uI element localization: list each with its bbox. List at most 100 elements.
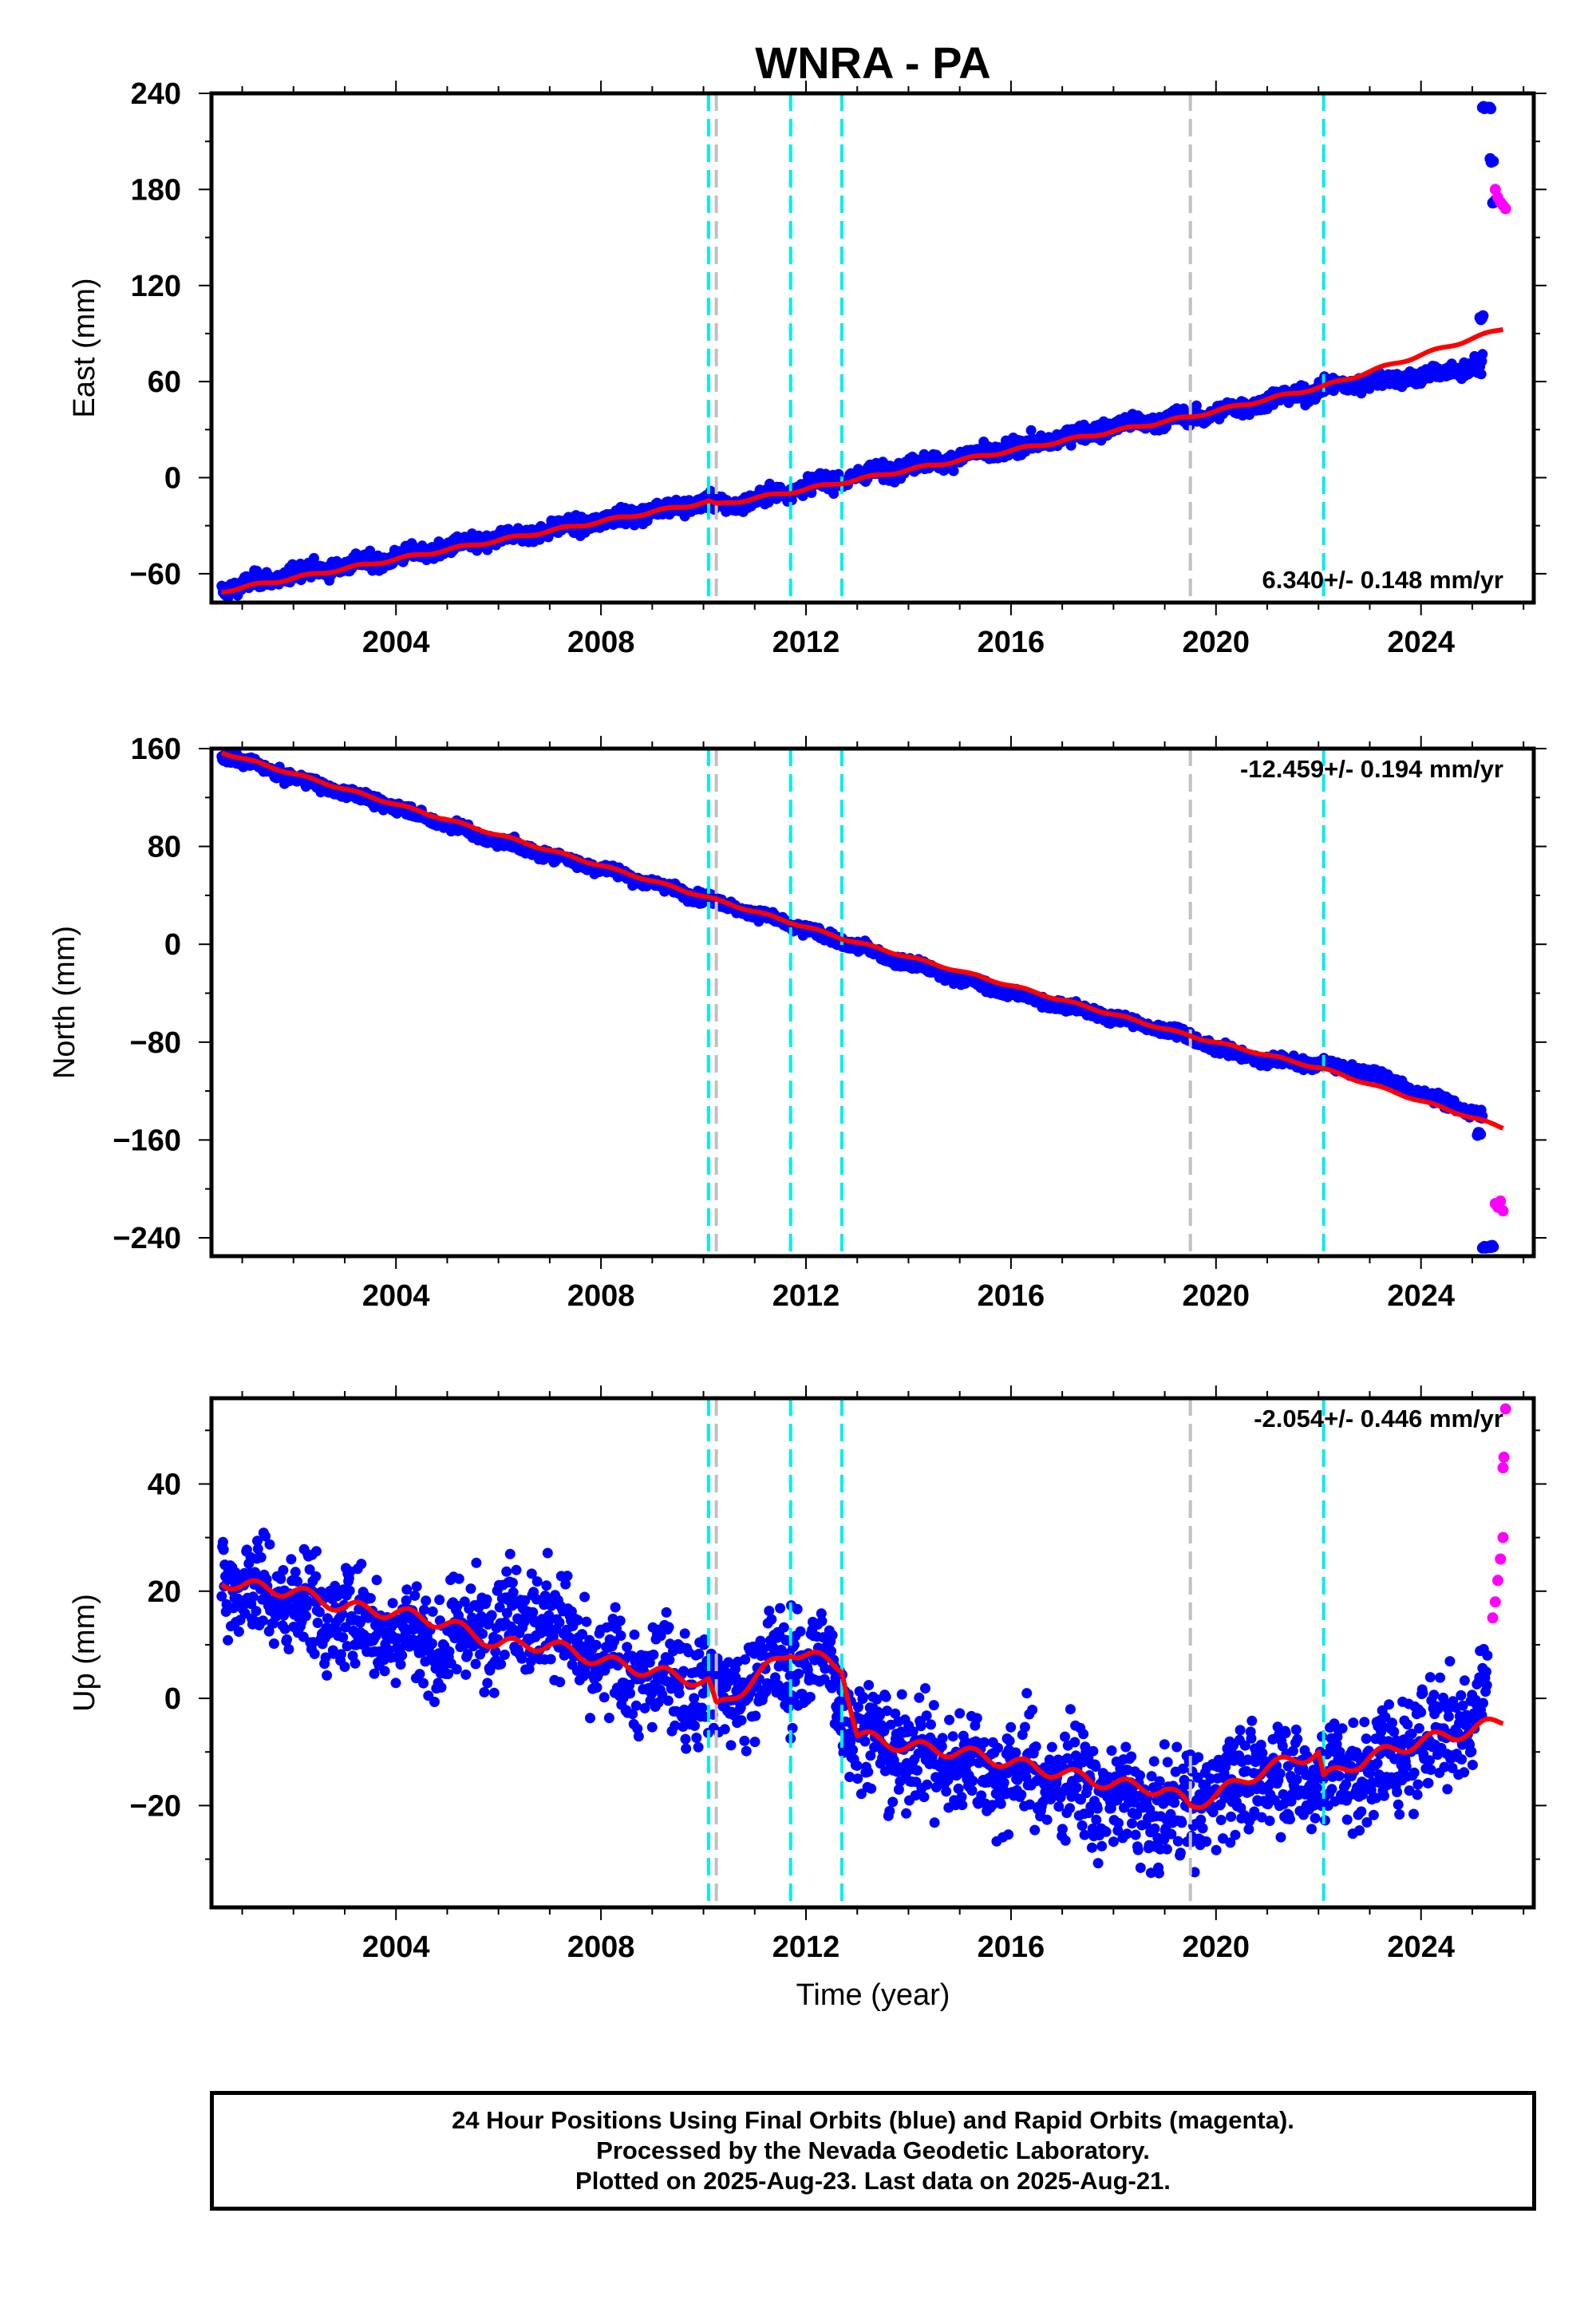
y-tick-label: −20	[130, 1789, 181, 1823]
plot-area	[216, 1398, 1511, 1907]
final-orbit-point	[507, 1577, 518, 1588]
y-tick-label: 0	[164, 928, 181, 962]
final-orbit-point	[387, 1598, 398, 1609]
final-orbits-series	[216, 101, 1502, 603]
final-orbit-point	[948, 465, 959, 476]
x-tick-label: 2020	[1183, 1931, 1250, 1964]
final-orbit-point	[310, 1571, 322, 1582]
final-orbit-point	[338, 1632, 349, 1643]
y-tick-label: 0	[164, 1682, 181, 1716]
y-tick-label: −80	[130, 1026, 181, 1060]
final-orbit-point	[365, 1593, 376, 1604]
final-orbit-point	[309, 1648, 320, 1659]
final-orbit-point	[531, 1576, 543, 1587]
rapid-orbit-point	[1499, 203, 1511, 215]
x-tick-label: 2008	[567, 1931, 635, 1964]
final-orbit-point	[504, 1548, 516, 1559]
plot-frame	[209, 746, 1536, 1259]
final-orbit-point	[501, 1566, 512, 1577]
final-orbit-point	[233, 1626, 244, 1637]
final-orbit-point	[554, 1617, 565, 1628]
x-tick-label: 2004	[362, 1931, 430, 1964]
final-orbit-point	[350, 1658, 361, 1669]
x-tick-label: 2012	[772, 1279, 840, 1313]
final-orbit-point	[414, 1669, 425, 1680]
final-orbit-point	[278, 1565, 289, 1575]
y-tick-label: 60	[148, 366, 181, 399]
x-tick-label: 2020	[1183, 626, 1250, 659]
final-orbit-point	[542, 1547, 553, 1559]
model-fit-line	[220, 327, 1505, 595]
final-orbit-point	[320, 1652, 331, 1663]
x-tick-label: 2020	[1183, 1279, 1250, 1313]
final-orbit-point	[252, 1535, 263, 1547]
east-panel: 2004 2008 2012 2016 2020 2024−60060120180240E…	[68, 77, 1547, 659]
final-orbit-point	[421, 1595, 432, 1607]
final-orbit-point	[339, 1662, 350, 1672]
final-orbit-point	[451, 1664, 462, 1675]
final-orbit-point	[286, 1554, 297, 1565]
final-orbit-point	[264, 1539, 275, 1550]
figure-title: WNRA - PA	[755, 38, 991, 88]
final-orbit-point	[511, 1564, 522, 1575]
velocity-rate-label: -12.459+/- 0.194 mm/yr	[1240, 755, 1503, 783]
x-tick-label: 2008	[567, 626, 635, 659]
final-orbit-point	[252, 1543, 263, 1555]
final-orbit-point	[312, 1618, 323, 1628]
y-tick-label: 0	[164, 462, 181, 496]
final-orbit-point	[292, 1576, 303, 1587]
final-orbit-point	[328, 1648, 339, 1659]
final-orbit-point	[335, 1649, 346, 1660]
y-axis-label: East (mm)	[68, 278, 101, 417]
final-orbit-point	[340, 1622, 351, 1633]
final-orbit-point	[418, 1678, 429, 1689]
velocity-rate-label: 6.340+/- 0.148 mm/yr	[1262, 566, 1503, 594]
final-orbit-point	[371, 1575, 382, 1586]
final-orbit-point	[427, 1606, 438, 1617]
final-orbit-point	[251, 1606, 262, 1617]
x-tick-label: 2012	[772, 626, 840, 659]
final-orbit-point	[216, 1591, 227, 1602]
final-orbit-point	[314, 1607, 325, 1618]
final-orbit-point	[434, 1595, 445, 1606]
final-orbit-point	[482, 1678, 493, 1689]
x-tick-label: 2012	[772, 1931, 840, 1964]
final-orbit-point	[290, 1567, 301, 1578]
final-orbit-point	[300, 1611, 311, 1622]
final-orbit-point	[496, 1658, 507, 1670]
final-orbit-point	[258, 1615, 268, 1626]
final-orbit-point	[395, 1659, 406, 1670]
final-orbit-point	[282, 1634, 292, 1645]
y-tick-label: 20	[148, 1575, 181, 1609]
final-orbit-point	[488, 1687, 500, 1698]
final-orbit-outlier-point	[1485, 103, 1497, 115]
final-orbit-point	[1476, 369, 1487, 380]
final-orbit-point	[562, 1571, 573, 1582]
final-orbit-point	[1477, 349, 1488, 360]
rapid-orbits-series	[1489, 1196, 1509, 1217]
final-orbits-series	[216, 749, 1499, 1254]
final-orbit-point	[486, 1610, 497, 1621]
final-orbit-point	[304, 1564, 315, 1575]
x-tick-label: 2024	[1387, 626, 1455, 659]
final-orbit-outlier-point	[1477, 310, 1489, 322]
x-tick-label: 2024	[1387, 1931, 1455, 1964]
x-tick-label: 2016	[978, 1931, 1045, 1964]
final-orbit-outlier-point	[1487, 1241, 1499, 1253]
rapid-orbit-point	[1495, 1196, 1507, 1207]
final-orbit-point	[255, 1551, 267, 1563]
final-orbit-point	[409, 1590, 421, 1601]
y-tick-label: 40	[148, 1468, 181, 1501]
final-orbit-point	[1191, 400, 1202, 411]
final-orbit-point	[460, 1669, 472, 1680]
y-tick-label: −160	[113, 1124, 181, 1157]
final-orbit-point	[429, 1697, 440, 1707]
final-orbit-point	[379, 1666, 390, 1677]
final-orbit-point	[390, 1678, 401, 1689]
final-orbit-outlier-point	[1475, 1128, 1487, 1140]
final-orbit-point	[302, 1595, 313, 1607]
final-orbit-point	[555, 1677, 566, 1688]
y-axis-label: Up (mm)	[68, 1594, 101, 1712]
final-orbit-point	[283, 1644, 294, 1654]
